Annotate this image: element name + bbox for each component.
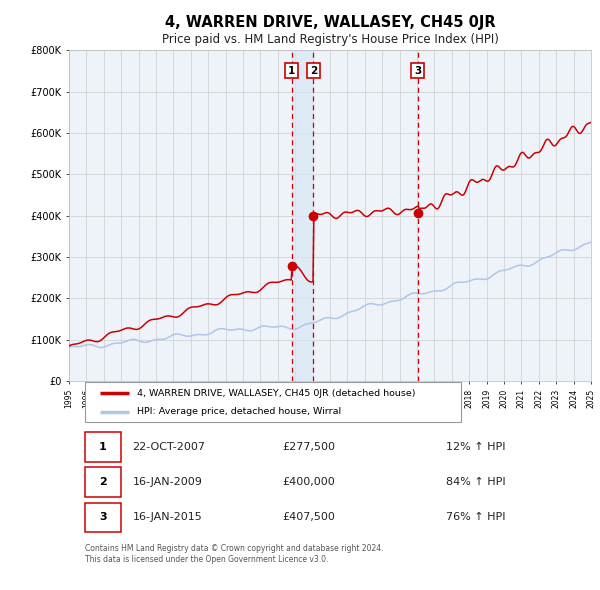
Text: 16-JAN-2009: 16-JAN-2009 [133,477,203,487]
Text: £277,500: £277,500 [283,442,335,452]
Text: 76% ↑ HPI: 76% ↑ HPI [446,512,506,522]
Text: 3: 3 [414,66,421,76]
Text: HPI: Average price, detached house, Wirral: HPI: Average price, detached house, Wirr… [137,408,341,417]
Text: 84% ↑ HPI: 84% ↑ HPI [446,477,506,487]
Text: 1: 1 [288,66,295,76]
Text: 1: 1 [99,442,107,452]
FancyBboxPatch shape [85,432,121,461]
Text: 4, WARREN DRIVE, WALLASEY, CH45 0JR (detached house): 4, WARREN DRIVE, WALLASEY, CH45 0JR (det… [137,389,415,398]
Text: Contains HM Land Registry data © Crown copyright and database right 2024.
This d: Contains HM Land Registry data © Crown c… [85,543,383,564]
Text: 2: 2 [99,477,107,487]
Text: Price paid vs. HM Land Registry's House Price Index (HPI): Price paid vs. HM Land Registry's House … [161,33,499,46]
Bar [292,50,313,381]
FancyBboxPatch shape [85,382,461,422]
FancyBboxPatch shape [85,503,121,532]
Text: 4, WARREN DRIVE, WALLASEY, CH45 0JR: 4, WARREN DRIVE, WALLASEY, CH45 0JR [164,15,496,30]
Text: 2: 2 [310,66,317,76]
Text: 22-OCT-2007: 22-OCT-2007 [131,442,205,452]
Text: 16-JAN-2015: 16-JAN-2015 [133,512,203,522]
Text: £407,500: £407,500 [283,512,335,522]
Text: 3: 3 [99,512,107,522]
Text: 12% ↑ HPI: 12% ↑ HPI [446,442,506,452]
FancyBboxPatch shape [85,467,121,497]
Text: £400,000: £400,000 [283,477,335,487]
